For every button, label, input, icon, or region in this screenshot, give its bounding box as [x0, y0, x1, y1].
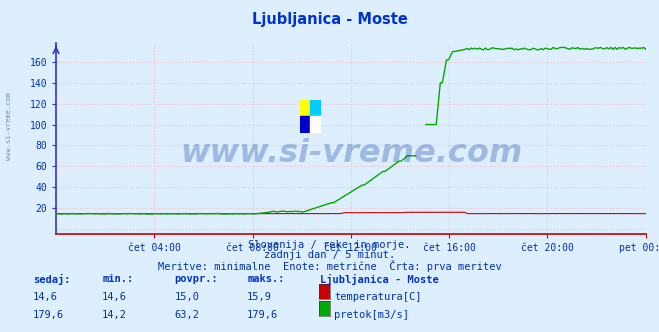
Text: 15,9: 15,9 [247, 292, 272, 302]
Text: 14,6: 14,6 [33, 292, 58, 302]
Text: 15,0: 15,0 [175, 292, 200, 302]
Text: povpr.:: povpr.: [175, 274, 218, 284]
Text: www.si-vreme.com: www.si-vreme.com [180, 138, 522, 169]
Bar [300, 116, 310, 133]
Text: sedaj:: sedaj: [33, 274, 71, 285]
Text: 63,2: 63,2 [175, 310, 200, 320]
Text: pretok[m3/s]: pretok[m3/s] [334, 310, 409, 320]
Text: temperatura[C]: temperatura[C] [334, 292, 422, 302]
Text: Ljubljanica - Moste: Ljubljanica - Moste [252, 12, 407, 27]
Bar [300, 100, 310, 116]
Text: 14,6: 14,6 [102, 292, 127, 302]
Text: Meritve: minimalne  Enote: metrične  Črta: prva meritev: Meritve: minimalne Enote: metrične Črta:… [158, 260, 501, 272]
Text: 179,6: 179,6 [33, 310, 64, 320]
Text: Ljubljanica - Moste: Ljubljanica - Moste [320, 274, 438, 285]
Text: min.:: min.: [102, 274, 133, 284]
Text: 14,2: 14,2 [102, 310, 127, 320]
Text: 179,6: 179,6 [247, 310, 278, 320]
Bar [310, 116, 321, 133]
Text: www.si-vreme.com: www.si-vreme.com [5, 92, 12, 160]
Text: maks.:: maks.: [247, 274, 285, 284]
Bar [310, 100, 321, 116]
Text: Slovenija / reke in morje.: Slovenija / reke in morje. [248, 240, 411, 250]
Text: zadnji dan / 5 minut.: zadnji dan / 5 minut. [264, 250, 395, 260]
